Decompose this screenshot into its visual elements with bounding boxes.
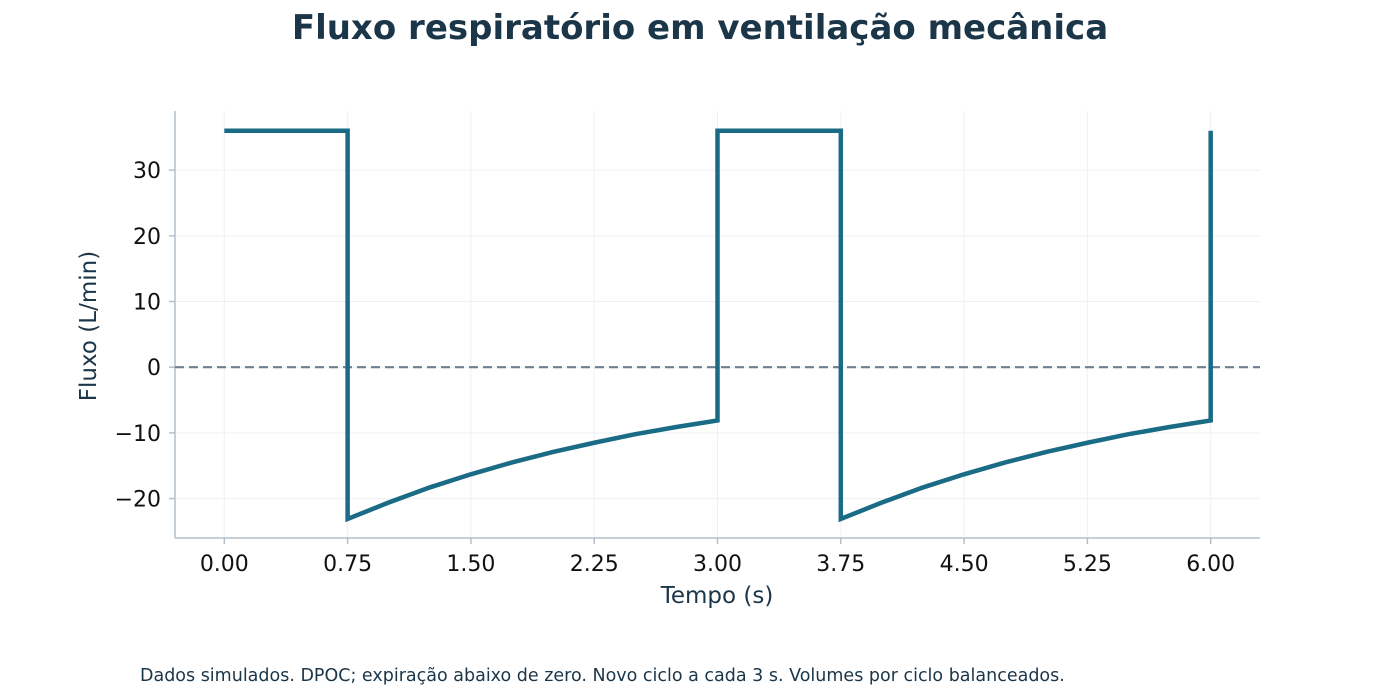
- x-tick-label: 0.75: [323, 552, 372, 577]
- flow-series-line: [224, 128, 1213, 523]
- x-tick-label: 6.00: [1186, 552, 1235, 577]
- chart-title: Fluxo respiratório em ventilação mecânic…: [291, 8, 1109, 48]
- y-tick-label: 10: [133, 291, 161, 316]
- x-tick-label: 4.50: [940, 552, 989, 577]
- y-tick-label: −10: [115, 422, 161, 447]
- x-tick-label: 5.25: [1063, 552, 1112, 577]
- y-tick-label: 0: [147, 356, 161, 381]
- x-axis-label: Tempo (s): [660, 583, 774, 609]
- x-tick-label: 2.25: [570, 552, 619, 577]
- footnote: Dados simulados. DPOC; expiração abaixo …: [140, 666, 1065, 686]
- x-tick-label: 1.50: [446, 552, 495, 577]
- x-tick-label: 0.00: [200, 552, 249, 577]
- y-tick-label: 30: [133, 159, 161, 184]
- ticks: 0.00 0.75 1.50 2.25 3.00 3.75 4.50 5.25 6.00 30 20…: [115, 159, 1236, 577]
- x-tick-label: 3.75: [816, 552, 865, 577]
- y-tick-label: −20: [115, 488, 161, 513]
- y-tick-label: 20: [133, 225, 161, 250]
- y-axis-label: Fluxo (L/min): [76, 251, 102, 401]
- x-tick-label: 3.00: [693, 552, 742, 577]
